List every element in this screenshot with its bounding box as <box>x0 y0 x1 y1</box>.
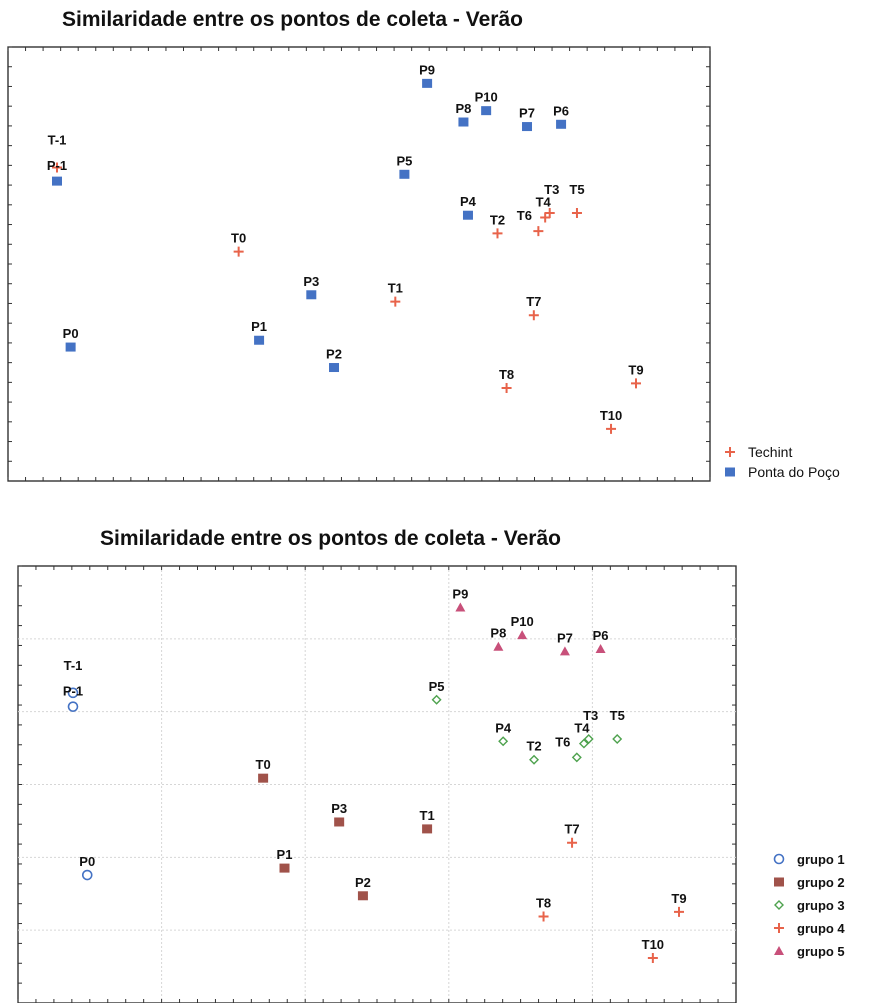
chart-2-point-p10 <box>517 630 527 639</box>
chart-2-label-t3: T3 <box>583 708 598 723</box>
chart-2-frame <box>18 566 736 1003</box>
chart-2-grid <box>18 566 736 1003</box>
chart-2-legend-label-4: grupo 5 <box>797 944 845 959</box>
chart-2-label-t8: T8 <box>536 896 551 911</box>
chart-2-legend-label-1: grupo 2 <box>797 875 845 890</box>
chart-2-point-t9 <box>674 907 684 917</box>
chart-2-label-p8: P8 <box>490 626 506 641</box>
chart-2-ticks <box>18 566 736 1003</box>
chart-2-label-p3: P3 <box>331 801 347 816</box>
chart-2-legend-marker-1 <box>774 878 784 887</box>
chart-2-point-t8 <box>539 912 549 922</box>
chart-2-label-t5: T5 <box>610 708 625 723</box>
chart-2-label-p4: P4 <box>495 720 512 735</box>
chart-2-point-t1 <box>422 824 432 833</box>
chart-2-label-t0: T0 <box>256 757 271 772</box>
chart-2-legend-label-0: grupo 1 <box>797 852 845 867</box>
chart-2-label-t7: T7 <box>564 822 579 837</box>
chart-2-legend-marker-2 <box>775 901 783 909</box>
chart-2-label-p9: P9 <box>452 587 468 602</box>
chart-2-point-t7 <box>567 838 577 848</box>
chart-2-label-t2: T2 <box>526 739 541 754</box>
chart-2-point-p8 <box>493 642 503 651</box>
chart-2-label-t9: T9 <box>671 891 686 906</box>
chart-2-point-p7 <box>560 646 570 655</box>
chart-2-label-p2: P2 <box>355 875 371 890</box>
chart-2-point-p3 <box>334 817 344 826</box>
chart-2-legend-marker-4 <box>774 946 784 955</box>
chart-2-label-t6: T6 <box>555 734 570 749</box>
chart-2-point-p6 <box>596 644 606 653</box>
chart-2-legend-marker-0 <box>775 855 784 864</box>
chart-2-point-t10 <box>648 953 658 963</box>
chart-2-point-p2 <box>358 891 368 900</box>
chart-2-label-t10: T10 <box>642 937 664 952</box>
chart-2-label-p0: P0 <box>79 854 95 869</box>
chart-2-point-p0 <box>83 871 92 880</box>
chart-2-point-p4 <box>499 737 507 745</box>
chart-2-label-p1: P1 <box>277 847 293 862</box>
chart-2-point-t0 <box>258 774 268 783</box>
chart-2-legend-marker-3 <box>774 923 784 933</box>
chart-2-label-p5: P5 <box>429 679 445 694</box>
chart-2-label-p7: P7 <box>557 630 573 645</box>
chart-2-point-p-1 <box>69 702 78 711</box>
chart-2-label-p10: P10 <box>511 614 534 629</box>
chart-2-legend: grupo 1 grupo 2 grupo 3 grupo 4 grupo 5 <box>774 852 845 959</box>
chart-2-point-t6 <box>573 753 581 761</box>
chart-2-label-t1: T1 <box>420 808 435 823</box>
chart-2-label-t-1: T-1 <box>64 658 83 673</box>
chart-2-point-p9 <box>455 603 465 612</box>
chart-2-point-p1 <box>280 864 290 873</box>
chart-2-label-p-1: P-1 <box>63 684 83 699</box>
chart-2-legend-label-3: grupo 4 <box>797 921 845 936</box>
chart-2-point-t2 <box>530 756 538 764</box>
chart-2-point-t5 <box>613 735 621 743</box>
chart-2-point-p5 <box>433 696 441 704</box>
chart-2-label-p6: P6 <box>593 628 609 643</box>
chart-2-legend-label-2: grupo 3 <box>797 898 845 913</box>
